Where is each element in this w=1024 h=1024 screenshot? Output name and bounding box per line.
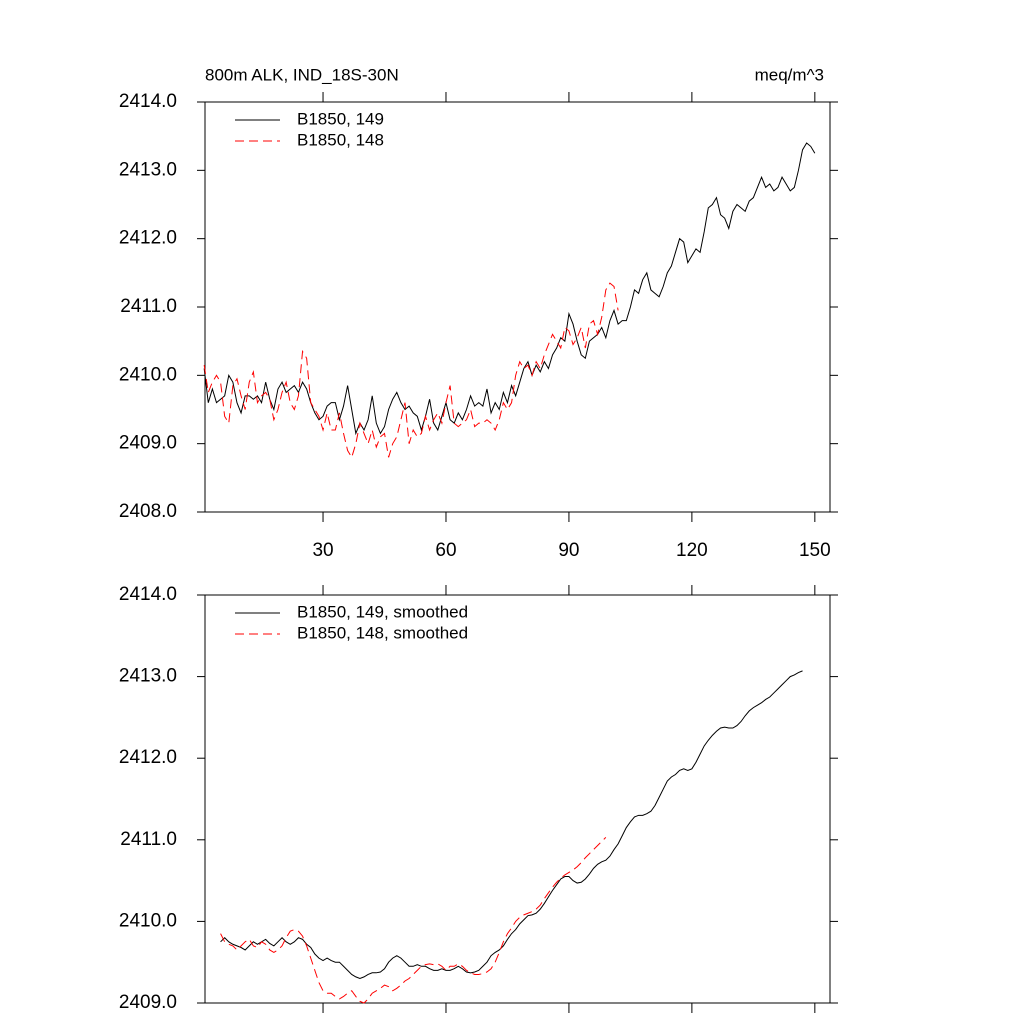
legend-label: B1850, 149, smoothed (297, 602, 468, 621)
legend-label: B1850, 148 (297, 130, 384, 149)
x-tick-label: 120 (676, 540, 708, 561)
y-tick-label: 2410.0 (119, 364, 177, 385)
y-tick-label: 2411.0 (120, 296, 177, 317)
series-line (203, 282, 619, 459)
y-tick-label: 2413.0 (119, 159, 177, 180)
y-tick-label: 2409.0 (119, 992, 177, 1013)
x-tick-label: 30 (312, 540, 333, 561)
legend-label: B1850, 149 (297, 109, 384, 128)
y-tick-label: 2411.0 (120, 829, 177, 850)
y-tick-label: 2410.0 (119, 910, 177, 931)
plot-frame (204, 101, 831, 513)
y-tick-label: 2412.0 (119, 228, 177, 249)
y-tick-label: 2413.0 (119, 666, 177, 687)
legend-label: B1850, 148, smoothed (297, 623, 468, 642)
x-tick-label: 60 (435, 540, 456, 561)
series-line (220, 836, 607, 1004)
y-tick-label: 2414.0 (119, 584, 177, 605)
plot-frame (204, 594, 831, 1004)
series-line (203, 142, 816, 436)
x-tick-label: 90 (558, 540, 579, 561)
series-line (220, 670, 803, 980)
y-tick-label: 2408.0 (119, 501, 177, 522)
x-tick-label: 150 (799, 540, 831, 561)
units-label: meq/m^3 (755, 65, 824, 84)
chart-title: 800m ALK, IND_18S-30N (205, 65, 399, 84)
y-tick-label: 2409.0 (119, 433, 177, 454)
y-tick-label: 2412.0 (119, 747, 177, 768)
y-tick-label: 2414.0 (119, 91, 177, 112)
